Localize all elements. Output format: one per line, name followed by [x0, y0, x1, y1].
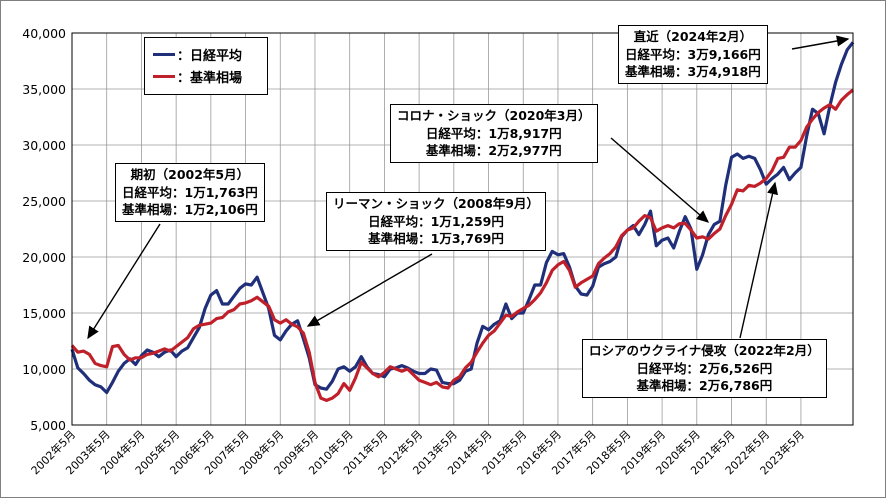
- annotation-line: 基準相場：3万4,918円: [625, 64, 761, 79]
- annotation-line: 期初（2002年5月）: [130, 167, 250, 182]
- annotation-arrow: [306, 253, 433, 327]
- annotation-line: ロシアのウクライナ侵攻（2022年2月）: [589, 343, 820, 358]
- legend-swatch-nav: [153, 74, 175, 78]
- series-line-nav: [70, 88, 855, 402]
- legend-swatch-nikkei: [153, 52, 175, 56]
- y-tick-label: 20,000: [22, 250, 66, 265]
- annotation-line: 日経平均：1万1,259円: [368, 213, 504, 229]
- series-line-nikkei: [70, 41, 855, 395]
- y-tick-label: 5,000: [30, 418, 66, 433]
- annotation-line: 日経平均：1万8,917円: [425, 125, 562, 141]
- legend-item-nikkei: ：日経平均: [153, 44, 242, 64]
- annotation-line: コロナ・ショック（2020年3月）: [397, 108, 591, 123]
- legend: ：日経平均 ：基準相場: [144, 37, 268, 95]
- y-tick-label: 35,000: [22, 82, 66, 97]
- annotation-covid: コロナ・ショック（2020年3月） 日経平均：1万8,917円 基準相場：2万2…: [390, 104, 598, 163]
- y-tick-label: 30,000: [22, 138, 66, 153]
- legend-item-nav: ：基準相場: [153, 66, 242, 86]
- annotation-line: 日経平均：3万9,166円: [625, 46, 761, 62]
- annotation-arrow: [610, 137, 710, 223]
- y-tick-label: 25,000: [22, 194, 66, 209]
- plot-border: [71, 32, 854, 426]
- annotation-latest: 直近（2024年2月） 日経平均：3万9,166円 基準相場：3万4,918円: [618, 25, 768, 84]
- annotation-arrow: [739, 181, 778, 339]
- annotation-arrow: [87, 223, 161, 340]
- annotation-line: 日経平均：2万6,526円: [636, 360, 773, 376]
- annotation-inception: 期初（2002年5月） 日経平均：1万1,763円 基準相場：1万2,106円: [115, 163, 265, 222]
- annotation-line: 直近（2024年2月）: [633, 29, 753, 44]
- annotation-line: 基準相場：2万2,977円: [425, 143, 562, 158]
- annotation-arrow: [791, 35, 850, 50]
- y-tick-label: 15,000: [22, 306, 66, 321]
- annotation-line: 基準相場：1万3,769円: [368, 231, 504, 246]
- annotation-line: 基準相場：2万6,786円: [636, 378, 773, 393]
- annotation-line: リーマン・ショック（2008年9月）: [333, 196, 539, 211]
- y-tick-label: 40,000: [22, 26, 66, 41]
- legend-label-nikkei: 日経平均: [190, 48, 243, 64]
- annotation-ukraine: ロシアのウクライナ侵攻（2022年2月） 日経平均：2万6,526円 基準相場：…: [582, 339, 827, 398]
- annotation-lehman: リーマン・ショック（2008年9月） 日経平均：1万1,259円 基準相場：1万…: [326, 192, 546, 251]
- annotation-line: 日経平均：1万1,763円: [122, 184, 258, 200]
- y-tick-label: 10,000: [22, 362, 66, 377]
- annotation-line: 基準相場：1万2,106円: [122, 202, 258, 217]
- legend-label-nav: 基準相場: [190, 70, 243, 86]
